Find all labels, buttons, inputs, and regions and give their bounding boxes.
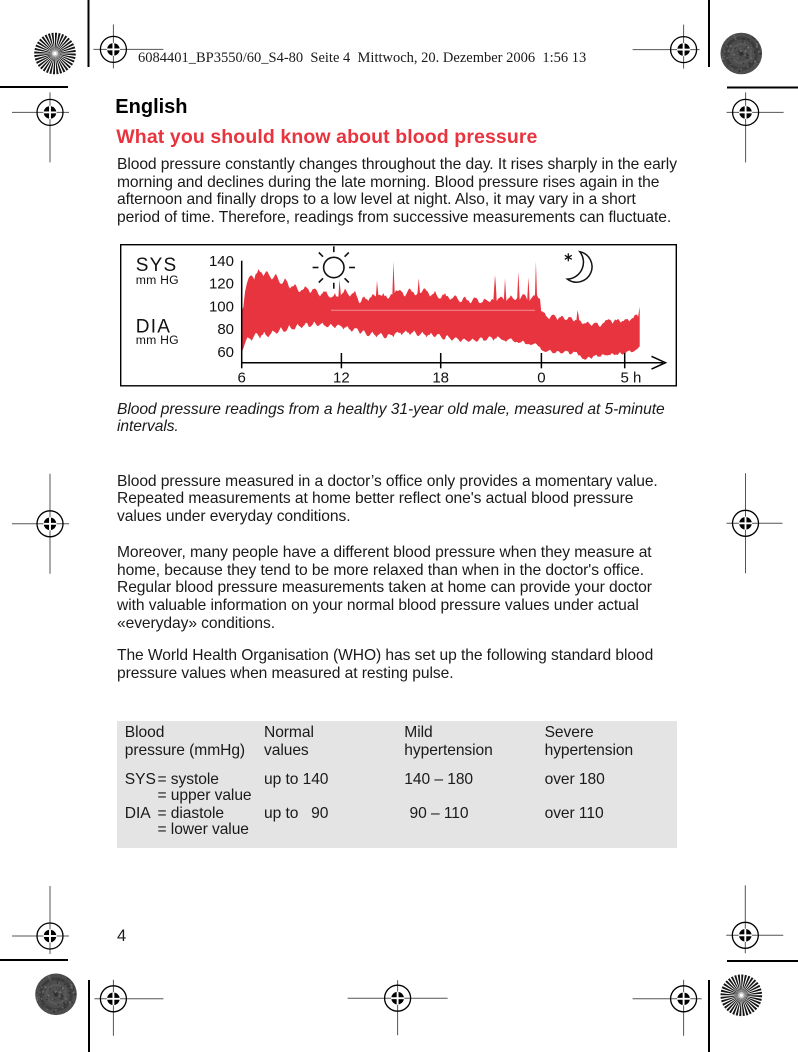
svg-text:120: 120 <box>209 276 234 293</box>
svg-text:SYS: SYS <box>136 255 178 276</box>
svg-text:140: 140 <box>209 253 234 270</box>
svg-text:5: 5 <box>621 370 629 387</box>
svg-text:100: 100 <box>209 298 234 315</box>
svg-text:12: 12 <box>333 370 350 387</box>
svg-text:mm HG: mm HG <box>136 333 179 347</box>
svg-text:80: 80 <box>217 321 234 338</box>
svg-text:0: 0 <box>537 370 545 387</box>
svg-text:60: 60 <box>217 344 234 361</box>
svg-text:h: h <box>633 370 641 387</box>
svg-text:mm HG: mm HG <box>136 273 179 287</box>
svg-text:DIA: DIA <box>136 317 171 338</box>
svg-text:6: 6 <box>238 370 246 387</box>
svg-text:18: 18 <box>432 370 449 387</box>
